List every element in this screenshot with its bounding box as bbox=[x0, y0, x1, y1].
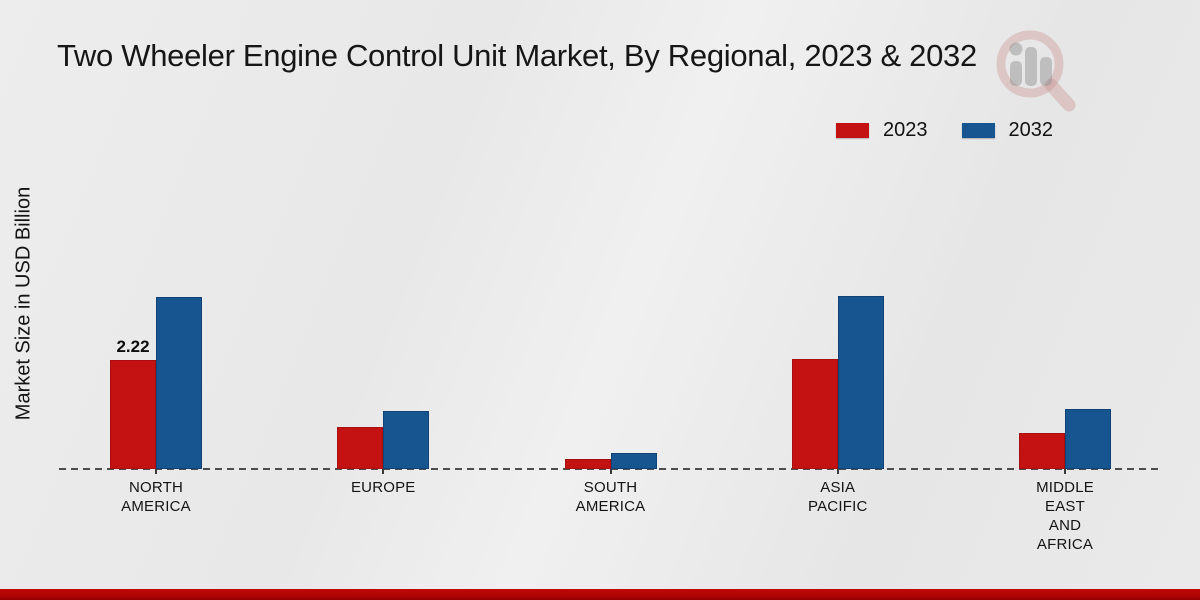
bar-2032-asia-pacific bbox=[837, 296, 884, 469]
bar-2023-europe bbox=[337, 427, 384, 469]
legend-label-2032: 2032 bbox=[1008, 119, 1054, 141]
x-axis-tick-south-america bbox=[609, 469, 612, 474]
legend-item-2023: 2023 bbox=[836, 119, 928, 142]
x-axis-category-label-middle-east-and-africa: MIDDLE EAST AND AFRICA bbox=[1036, 479, 1094, 553]
bar-2032-europe bbox=[383, 411, 430, 469]
bar-2023-south-america bbox=[564, 459, 611, 469]
x-axis-tick-north-america bbox=[155, 469, 157, 474]
chart-title: Two Wheeler Engine Control Unit Market, … bbox=[57, 38, 977, 73]
bar-2023-middle-east-and-africa bbox=[1019, 433, 1065, 469]
legend: 2023 2032 bbox=[836, 119, 1053, 142]
legend-item-2032: 2032 bbox=[961, 119, 1054, 142]
bottom-red-strip bbox=[0, 589, 1200, 600]
x-axis-category-label-asia-pacific: ASIA PACIFIC bbox=[808, 479, 868, 515]
bar-value-label: 2.22 bbox=[116, 337, 150, 356]
bar-2023-asia-pacific bbox=[791, 359, 838, 469]
legend-swatch-2032 bbox=[961, 123, 995, 138]
bar-2032-north-america bbox=[156, 297, 202, 469]
market-research-future-logo-icon bbox=[988, 24, 1080, 123]
x-axis-category-label-south-america: SOUTH AMERICA bbox=[575, 479, 646, 515]
legend-swatch-2023 bbox=[836, 123, 869, 138]
x-axis-category-label-europe: EUROPE bbox=[350, 479, 416, 496]
bar-2032-middle-east-and-africa bbox=[1065, 409, 1111, 469]
bar-2023-north-america bbox=[110, 360, 156, 469]
x-axis-tick-europe bbox=[382, 469, 385, 474]
bar-2032-south-america bbox=[610, 453, 657, 469]
legend-label-2023: 2023 bbox=[883, 119, 928, 141]
x-axis-tick-middle-east-and-africa bbox=[1064, 469, 1066, 474]
x-axis-category-label-north-america: NORTH AMERICA bbox=[121, 479, 191, 515]
x-axis-tick-asia-pacific bbox=[836, 469, 839, 474]
